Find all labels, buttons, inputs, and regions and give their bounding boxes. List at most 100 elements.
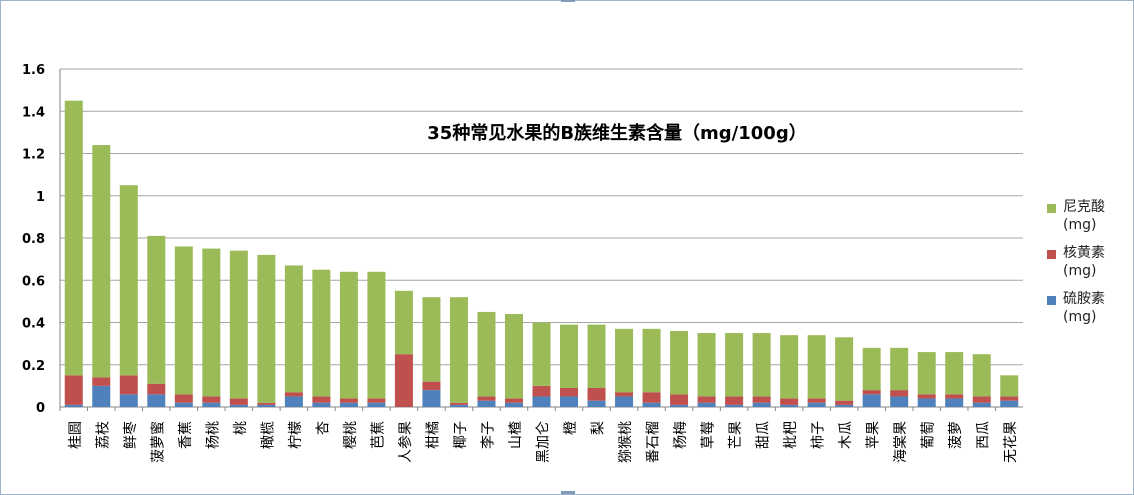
- bar-segment: [725, 333, 744, 397]
- bar-segment: [670, 404, 689, 407]
- legend-label-riboflavin: 核黄素: [1063, 245, 1105, 261]
- legend-swatch-thiamine: [1047, 296, 1056, 305]
- x-category-label: 草莓: [701, 421, 717, 449]
- bar-segment: [257, 254, 276, 403]
- y-tick-label: 0.8: [22, 232, 45, 247]
- bar-segment: [422, 390, 441, 407]
- bar-segment: [1000, 375, 1019, 397]
- bar-segment: [147, 235, 166, 384]
- x-category-label: 海棠果: [893, 421, 909, 463]
- bar-segment: [670, 394, 689, 405]
- bar-segment: [862, 394, 881, 407]
- bar-segment: [422, 381, 441, 391]
- bar-segment: [532, 322, 551, 386]
- bar-segment: [202, 396, 221, 403]
- bar-segment: [945, 352, 964, 395]
- bar-segment: [835, 337, 854, 401]
- bar-segment: [972, 402, 991, 407]
- bar-segment: [119, 394, 138, 407]
- bar-segment: [862, 390, 881, 395]
- x-category-label: 橙: [563, 421, 579, 435]
- bar-segment: [642, 328, 661, 393]
- bar-segment: [835, 400, 854, 405]
- bar-segment: [477, 396, 496, 401]
- x-category-label: 桂圆: [68, 421, 84, 449]
- bar-segment: [780, 404, 799, 407]
- x-category-label: 芒果: [728, 421, 744, 449]
- bar-segment: [202, 248, 221, 397]
- y-tick-label: 0: [36, 401, 45, 416]
- bar-segment: [284, 396, 303, 407]
- x-category-label: 柿子: [810, 421, 827, 449]
- x-category-label: 甜瓜: [756, 421, 772, 449]
- bar-segment: [312, 269, 331, 397]
- bar-segment: [339, 398, 358, 403]
- y-tick-label: 1: [36, 190, 45, 205]
- x-category-label: 鲜枣: [123, 421, 139, 449]
- bottom-resize-handle[interactable]: [561, 491, 575, 494]
- bar-segment: [394, 290, 413, 355]
- bar-segment: [422, 297, 441, 382]
- bar-segment: [504, 314, 523, 399]
- x-category-label: 番石榴: [646, 421, 662, 463]
- bar-segment: [367, 402, 386, 407]
- bar-segment: [560, 387, 579, 397]
- bar-segment: [615, 328, 634, 393]
- bar-segment: [890, 396, 909, 407]
- bar-segment: [615, 392, 634, 397]
- bar-segment: [532, 385, 551, 397]
- bar-segment: [504, 398, 523, 403]
- bar-segment: [752, 333, 771, 397]
- bar-segment: [752, 402, 771, 407]
- top-resize-handle[interactable]: [561, 0, 575, 2]
- bar-segment: [780, 335, 799, 399]
- bar-segment: [284, 392, 303, 397]
- bar-segment: [449, 404, 468, 407]
- bar-segment: [92, 377, 111, 386]
- bar-segment: [945, 394, 964, 399]
- bar-segment: [229, 250, 248, 399]
- bar-segment: [697, 402, 716, 407]
- bar-segment: [587, 400, 606, 407]
- bar-segment: [119, 375, 138, 395]
- bar-segment: [1000, 400, 1019, 407]
- x-category-label: 菠萝蜜: [150, 421, 166, 463]
- y-axis-ticks: 0 0.2 0.4 0.6 0.8 1 1.2 1.4 1.6: [22, 63, 45, 416]
- bar-segment: [449, 297, 468, 403]
- x-category-label: 山楂: [508, 421, 524, 449]
- bar-segment: [725, 404, 744, 407]
- x-category-label: 葡萄: [921, 421, 937, 449]
- bar-segment: [229, 404, 248, 407]
- x-category-label: 无花果: [1003, 421, 1019, 463]
- bar-segment: [890, 347, 909, 391]
- x-category-label: 西瓜: [976, 421, 992, 449]
- bar-segment: [312, 402, 331, 407]
- bar-segment: [917, 352, 936, 395]
- y-tick-label: 0.6: [22, 274, 45, 289]
- bar-segment: [367, 398, 386, 403]
- x-category-label: 枇杷: [783, 421, 799, 449]
- x-axis-labels: 桂圆 荔枝 鲜枣 菠萝蜜 香蕉 杨桃桃橄榄 柠檬杏樱桃 芭蕉 人参果 柑橘 椰子 李子 山楂 黑加仑橙梨猕…: [68, 421, 1019, 463]
- x-category-label: 椰子: [453, 421, 469, 449]
- bar-segment: [284, 265, 303, 393]
- bar-segment: [587, 324, 606, 388]
- bar-segment: [394, 354, 413, 407]
- x-category-label: 芭蕉: [369, 421, 386, 449]
- bar-segment: [477, 311, 496, 397]
- chart-title: 35种常见水果的B族维生素含量（mg/100g）: [427, 122, 806, 144]
- bar-segment: [339, 271, 358, 399]
- x-category-label: 香蕉: [178, 421, 194, 449]
- x-category-label: 柠檬: [288, 421, 304, 449]
- bar-segment: [615, 396, 634, 407]
- x-category-label: 杨桃: [205, 421, 221, 449]
- bar-segment: [174, 246, 193, 395]
- x-category-label: 梨: [591, 421, 607, 435]
- legend-unit-riboflavin: (mg): [1063, 263, 1097, 279]
- legend-unit-thiamine: (mg): [1063, 309, 1097, 325]
- bar-segment: [64, 375, 83, 405]
- bar-segment: [560, 324, 579, 388]
- bar-segment: [780, 398, 799, 405]
- bar-segment: [339, 402, 358, 407]
- x-category-label: 荔枝: [95, 421, 111, 449]
